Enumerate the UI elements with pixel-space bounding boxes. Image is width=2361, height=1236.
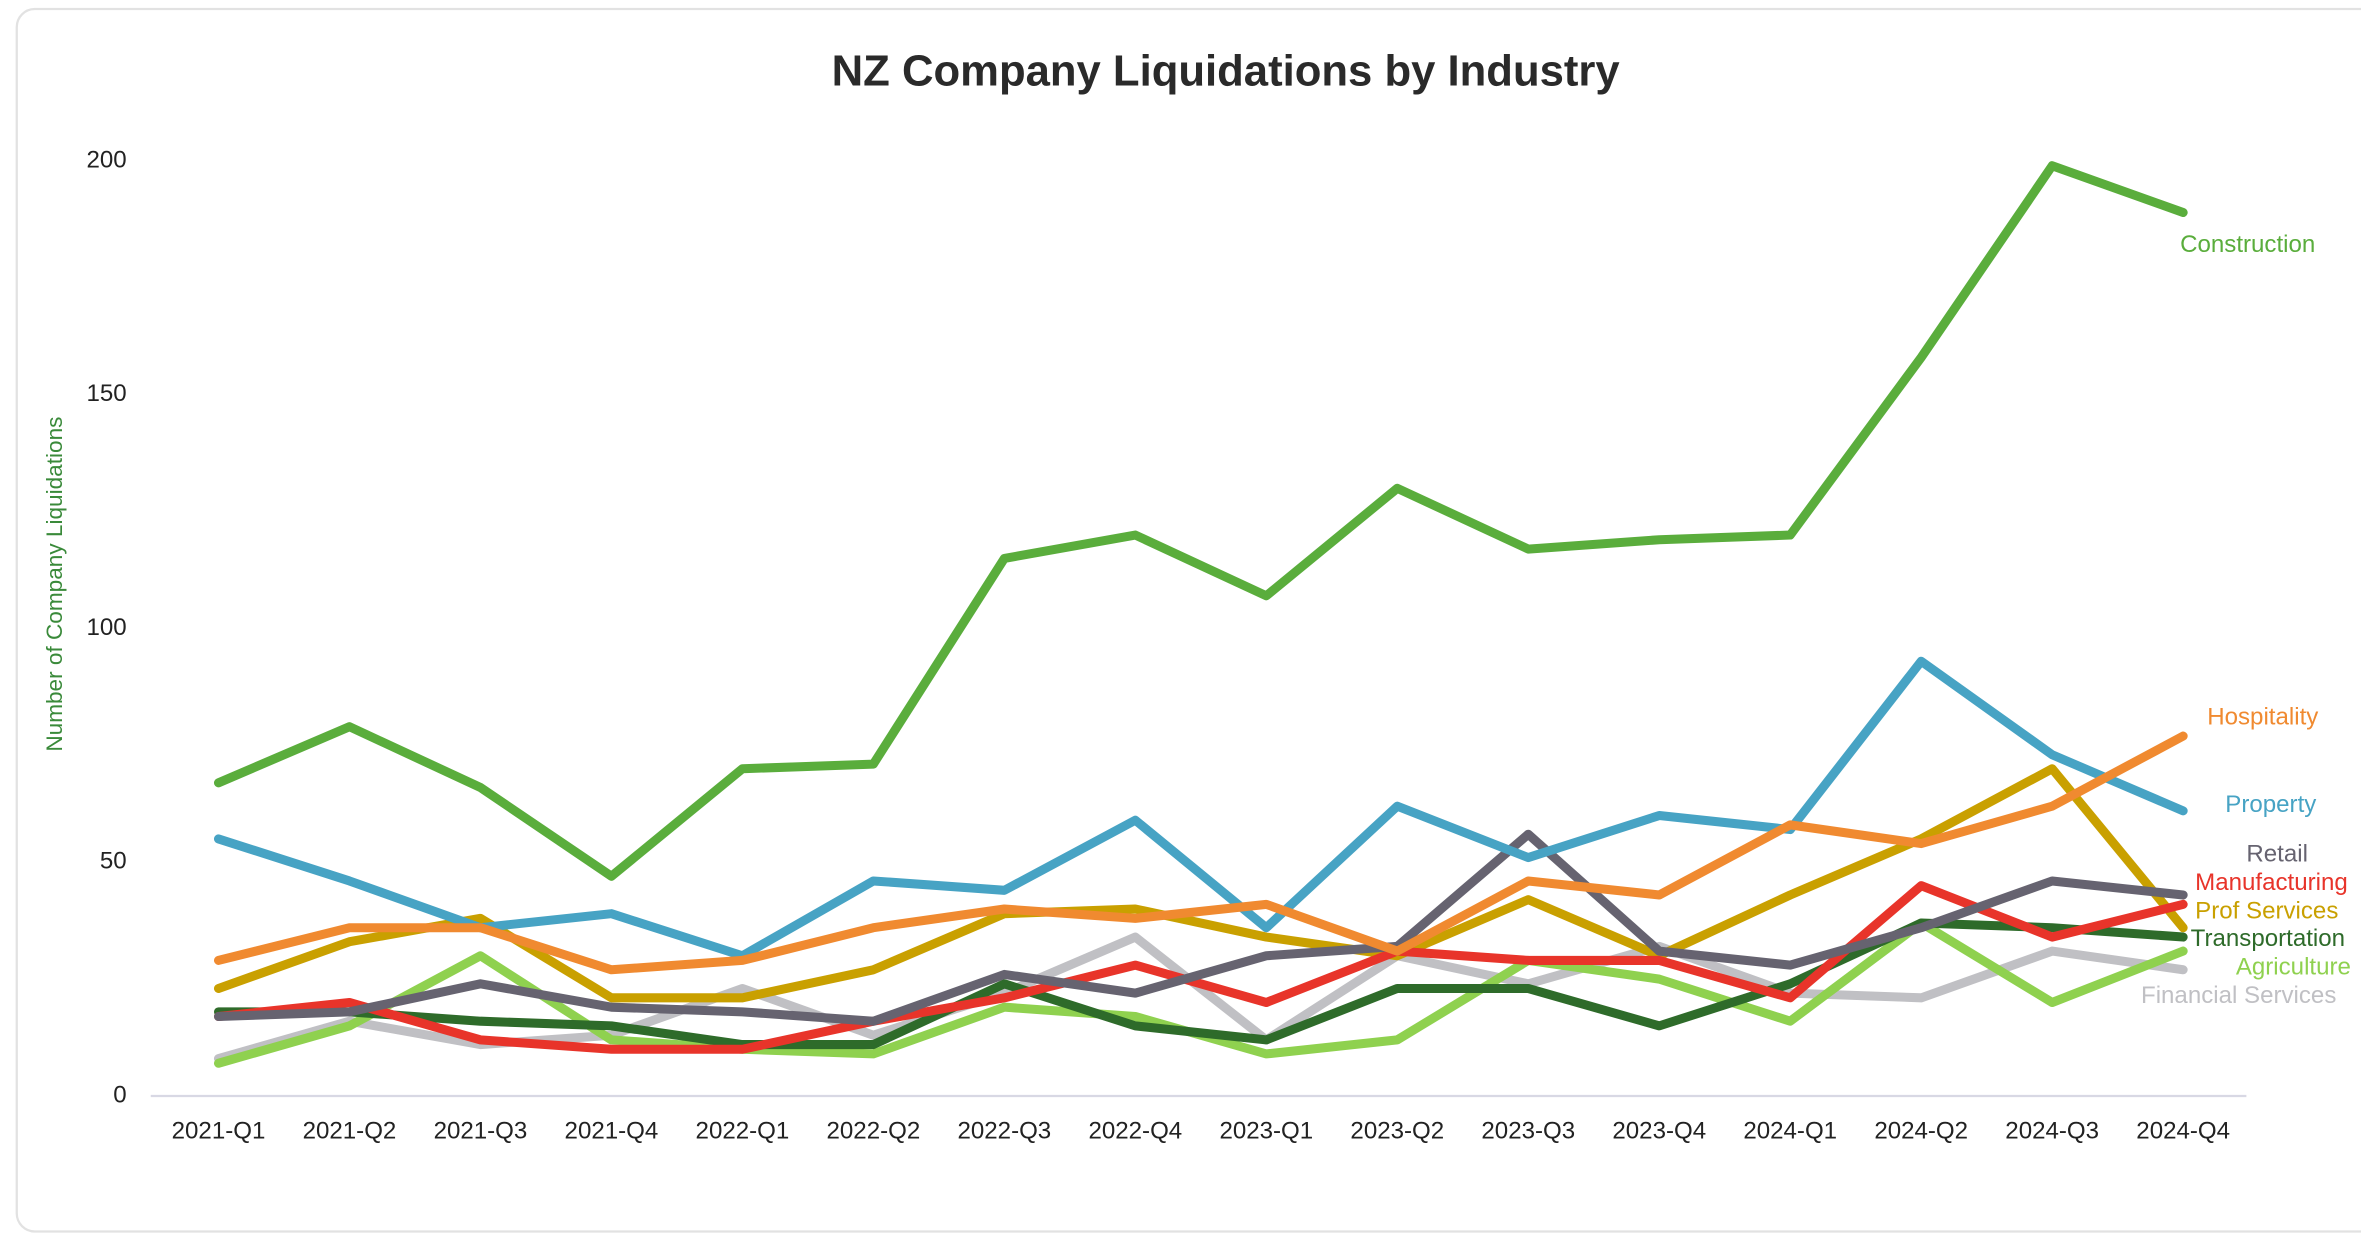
x-tick-label: 2024-Q3 [2005, 1117, 2099, 1144]
y-tick-label: 100 [86, 614, 126, 641]
x-tick-label: 2024-Q2 [1874, 1117, 1968, 1144]
x-tick-label: 2023-Q1 [1219, 1117, 1313, 1144]
series-end-label: Agriculture [2236, 953, 2351, 980]
series-line [213, 731, 2188, 975]
y-axis-label: Number of Company Liquidations [42, 417, 67, 752]
chart-frame [15, 7, 2361, 1233]
series-end-label: Retail [2246, 840, 2308, 867]
series-line [213, 829, 2188, 1026]
y-tick-label: 150 [86, 380, 126, 407]
series-line [213, 656, 2188, 961]
x-tick-label: 2023-Q2 [1350, 1117, 1444, 1144]
series-end-label: Construction [2180, 231, 2315, 258]
series-end-label: Manufacturing [2195, 869, 2348, 896]
x-tick-label: 2023-Q3 [1481, 1117, 1575, 1144]
x-tick-label: 2021-Q3 [434, 1117, 528, 1144]
y-tick-label: 50 [100, 848, 127, 875]
series-end-label: Transportation [2191, 925, 2345, 952]
series-end-label: Hospitality [2207, 703, 2318, 730]
x-tick-label: 2021-Q1 [172, 1117, 266, 1144]
chart-title: NZ Company Liquidations by Industry [832, 46, 1621, 95]
series-line [213, 764, 2188, 1003]
x-tick-label: 2022-Q1 [696, 1117, 790, 1144]
x-tick-label: 2022-Q4 [1088, 1117, 1182, 1144]
series-end-label: Prof Services [2195, 898, 2338, 925]
x-tick-label: 2022-Q3 [958, 1117, 1052, 1144]
series-line [213, 161, 2188, 881]
y-tick-label: 200 [86, 146, 126, 173]
x-tick-label: 2022-Q2 [827, 1117, 921, 1144]
x-tick-label: 2021-Q4 [565, 1117, 659, 1144]
x-tick-label: 2024-Q1 [1743, 1117, 1837, 1144]
y-tick-label: 0 [113, 1081, 126, 1108]
x-tick-label: 2024-Q4 [2136, 1117, 2230, 1144]
x-tick-label: 2021-Q2 [303, 1117, 397, 1144]
series-line [213, 918, 2188, 1050]
x-tick-label: 2023-Q4 [1612, 1117, 1706, 1144]
series-end-label: Property [2225, 791, 2316, 818]
series-end-label: Financial Services [2141, 982, 2336, 1009]
